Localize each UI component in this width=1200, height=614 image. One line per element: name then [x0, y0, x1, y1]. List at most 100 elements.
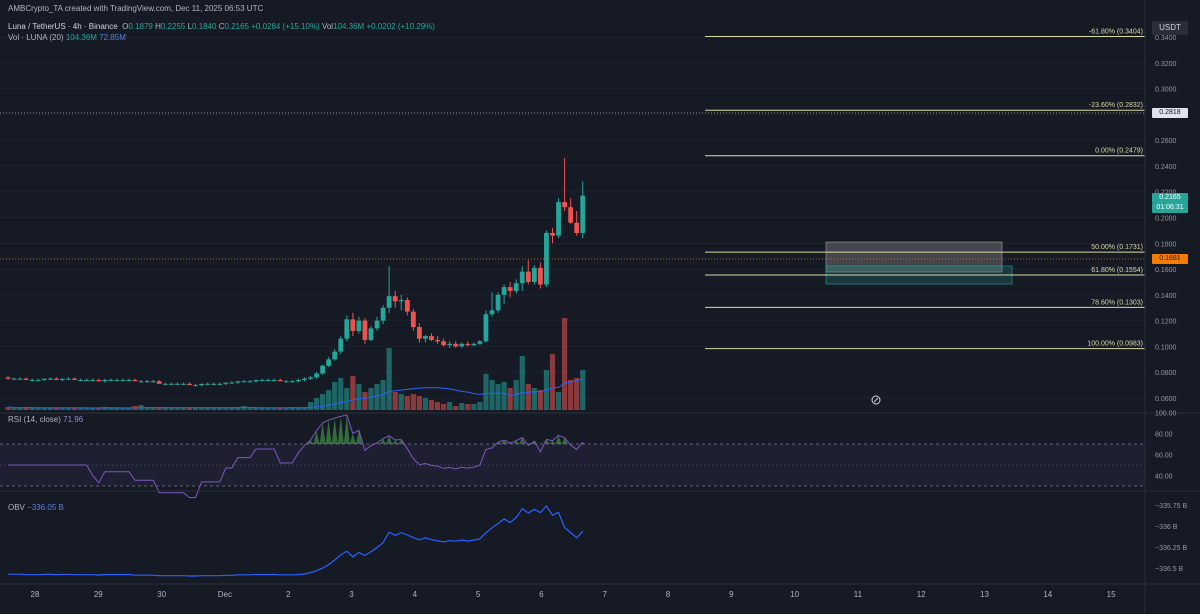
volume-bar	[223, 408, 229, 410]
volume-bar	[301, 407, 308, 410]
volume-bar	[5, 407, 11, 410]
volume-bar	[428, 400, 435, 410]
volume-bar	[126, 408, 132, 410]
volume-bar	[59, 408, 66, 410]
candle-body	[362, 320, 368, 340]
candle-body	[471, 343, 477, 346]
volume-bar	[350, 376, 356, 410]
volume-bar	[483, 374, 489, 410]
rsi-tick-label: 100.00	[1155, 411, 1177, 418]
volume-bar	[277, 408, 283, 410]
obv-name[interactable]: OBV	[8, 503, 25, 512]
volume-bar	[47, 408, 53, 410]
volume-bar	[71, 408, 78, 410]
candle-body	[441, 341, 446, 346]
volume-bar	[507, 388, 513, 410]
volume-bar	[338, 378, 344, 410]
volume-ma-line	[7, 378, 583, 409]
volume-bar	[295, 408, 301, 410]
volume-bar	[114, 408, 120, 410]
obv-tick-label: −336.25 B	[1155, 545, 1187, 552]
volume-bar	[53, 408, 59, 410]
volume-bar	[168, 408, 174, 410]
fib-level-label: -61.80% (0.3404)	[1089, 28, 1143, 35]
fib-level-label: 100.00% (0.0983)	[1087, 341, 1143, 348]
countdown-badge: 01:06:31	[1152, 203, 1188, 213]
candle-body	[187, 383, 192, 386]
volume-bar	[386, 348, 392, 410]
rsi-name[interactable]: RSI (14, close)	[8, 415, 61, 424]
obv-tick-label: −336 B	[1155, 524, 1178, 531]
low-label: L	[187, 22, 193, 31]
price-tick-label: 0.2600	[1155, 138, 1177, 145]
candle-body	[338, 338, 344, 352]
candle-body	[368, 328, 374, 340]
volume-bar	[205, 408, 211, 410]
supply-zone-box[interactable]	[825, 241, 1003, 273]
candle-body	[138, 381, 144, 383]
volume-bar	[459, 403, 465, 410]
fibonacci-retracement[interactable]: -61.80% (0.3404) -23.60% (0.2832) 0.00% (0…	[705, 28, 1145, 350]
volume-bar	[150, 408, 156, 410]
candle-body	[150, 381, 156, 383]
rsi-pane: 100.00 80.00 60.00 40.00	[0, 411, 1177, 499]
volume-bar	[422, 398, 429, 410]
volume-bar	[199, 408, 205, 410]
candle-body	[386, 296, 392, 308]
volume-bar	[144, 407, 150, 410]
candle-body	[423, 336, 428, 339]
volume-bar	[555, 392, 562, 410]
price-tick-label: 0.3200	[1155, 61, 1177, 68]
time-tick-label: 6	[539, 590, 544, 599]
volume-bar	[90, 408, 96, 410]
obv-legend[interactable]: OBV −336.05 B	[8, 503, 64, 512]
time-tick-label: 4	[413, 590, 418, 599]
obv-tick-label: −335.75 B	[1155, 503, 1187, 510]
rsi-legend[interactable]: RSI (14, close) 71.96	[8, 415, 83, 424]
volume-bar	[17, 408, 23, 410]
candle-body	[168, 383, 174, 385]
candle-body	[156, 381, 162, 384]
symbol-legend[interactable]: Luna / TetherUS · 4h · Binance O0.1879 H…	[8, 22, 435, 31]
volume-bar	[235, 407, 241, 410]
time-tick-label: 7	[602, 590, 607, 599]
volume-indicator-name[interactable]: Vol · LUNA (20)	[8, 33, 64, 42]
candle-body	[54, 378, 59, 380]
price-axis[interactable]: 0.34000.32000.30000.28000.26000.24000.22…	[1155, 35, 1177, 403]
volume-bar	[271, 408, 277, 410]
volume-bar	[580, 370, 586, 410]
volume-bar	[368, 388, 374, 410]
volume-bar	[265, 408, 271, 410]
time-tick-label: 2	[286, 590, 291, 599]
price-tick-label: 0.2400	[1155, 164, 1177, 171]
vol-label: Vol	[321, 22, 334, 31]
candle-body	[271, 379, 277, 381]
price-tick-label: 0.0800	[1155, 370, 1177, 377]
candle-body	[459, 343, 465, 347]
volume-legend[interactable]: Vol · LUNA (20) 104.36M 72.85M	[8, 33, 126, 42]
candle-body	[550, 232, 555, 236]
volume-bar	[501, 382, 507, 410]
volume-bar	[283, 408, 289, 410]
author-line: AMBCrypto_TA created with TradingView.co…	[8, 4, 263, 13]
symbol-name[interactable]: Luna / TetherUS · 4h · Binance	[8, 22, 118, 31]
fib-level-label: 61.80% (0.1554)	[1091, 267, 1143, 274]
candle-body	[410, 311, 416, 328]
reset-chart-icon[interactable]	[871, 395, 881, 405]
candle-body	[580, 195, 586, 233]
volume-bar	[65, 408, 72, 410]
candle-body	[507, 287, 513, 291]
currency-badge[interactable]: USDT	[1152, 21, 1188, 35]
rsi-line	[8, 414, 584, 499]
volume-ma-value: 72.85M	[99, 33, 126, 42]
candle-body	[429, 336, 434, 340]
volume-bar	[192, 408, 199, 410]
time-axis[interactable]: 28 29 30 Dec 2 3 4 5 6 7 8 9 10 11 12 13 14 15	[31, 590, 1117, 599]
time-tick-label: 3	[349, 590, 354, 599]
candle-body	[181, 383, 186, 385]
volume-bar	[374, 384, 380, 410]
price-tick-label: 0.3400	[1155, 35, 1177, 42]
volume-bar	[162, 408, 168, 410]
candle-body	[374, 320, 380, 329]
